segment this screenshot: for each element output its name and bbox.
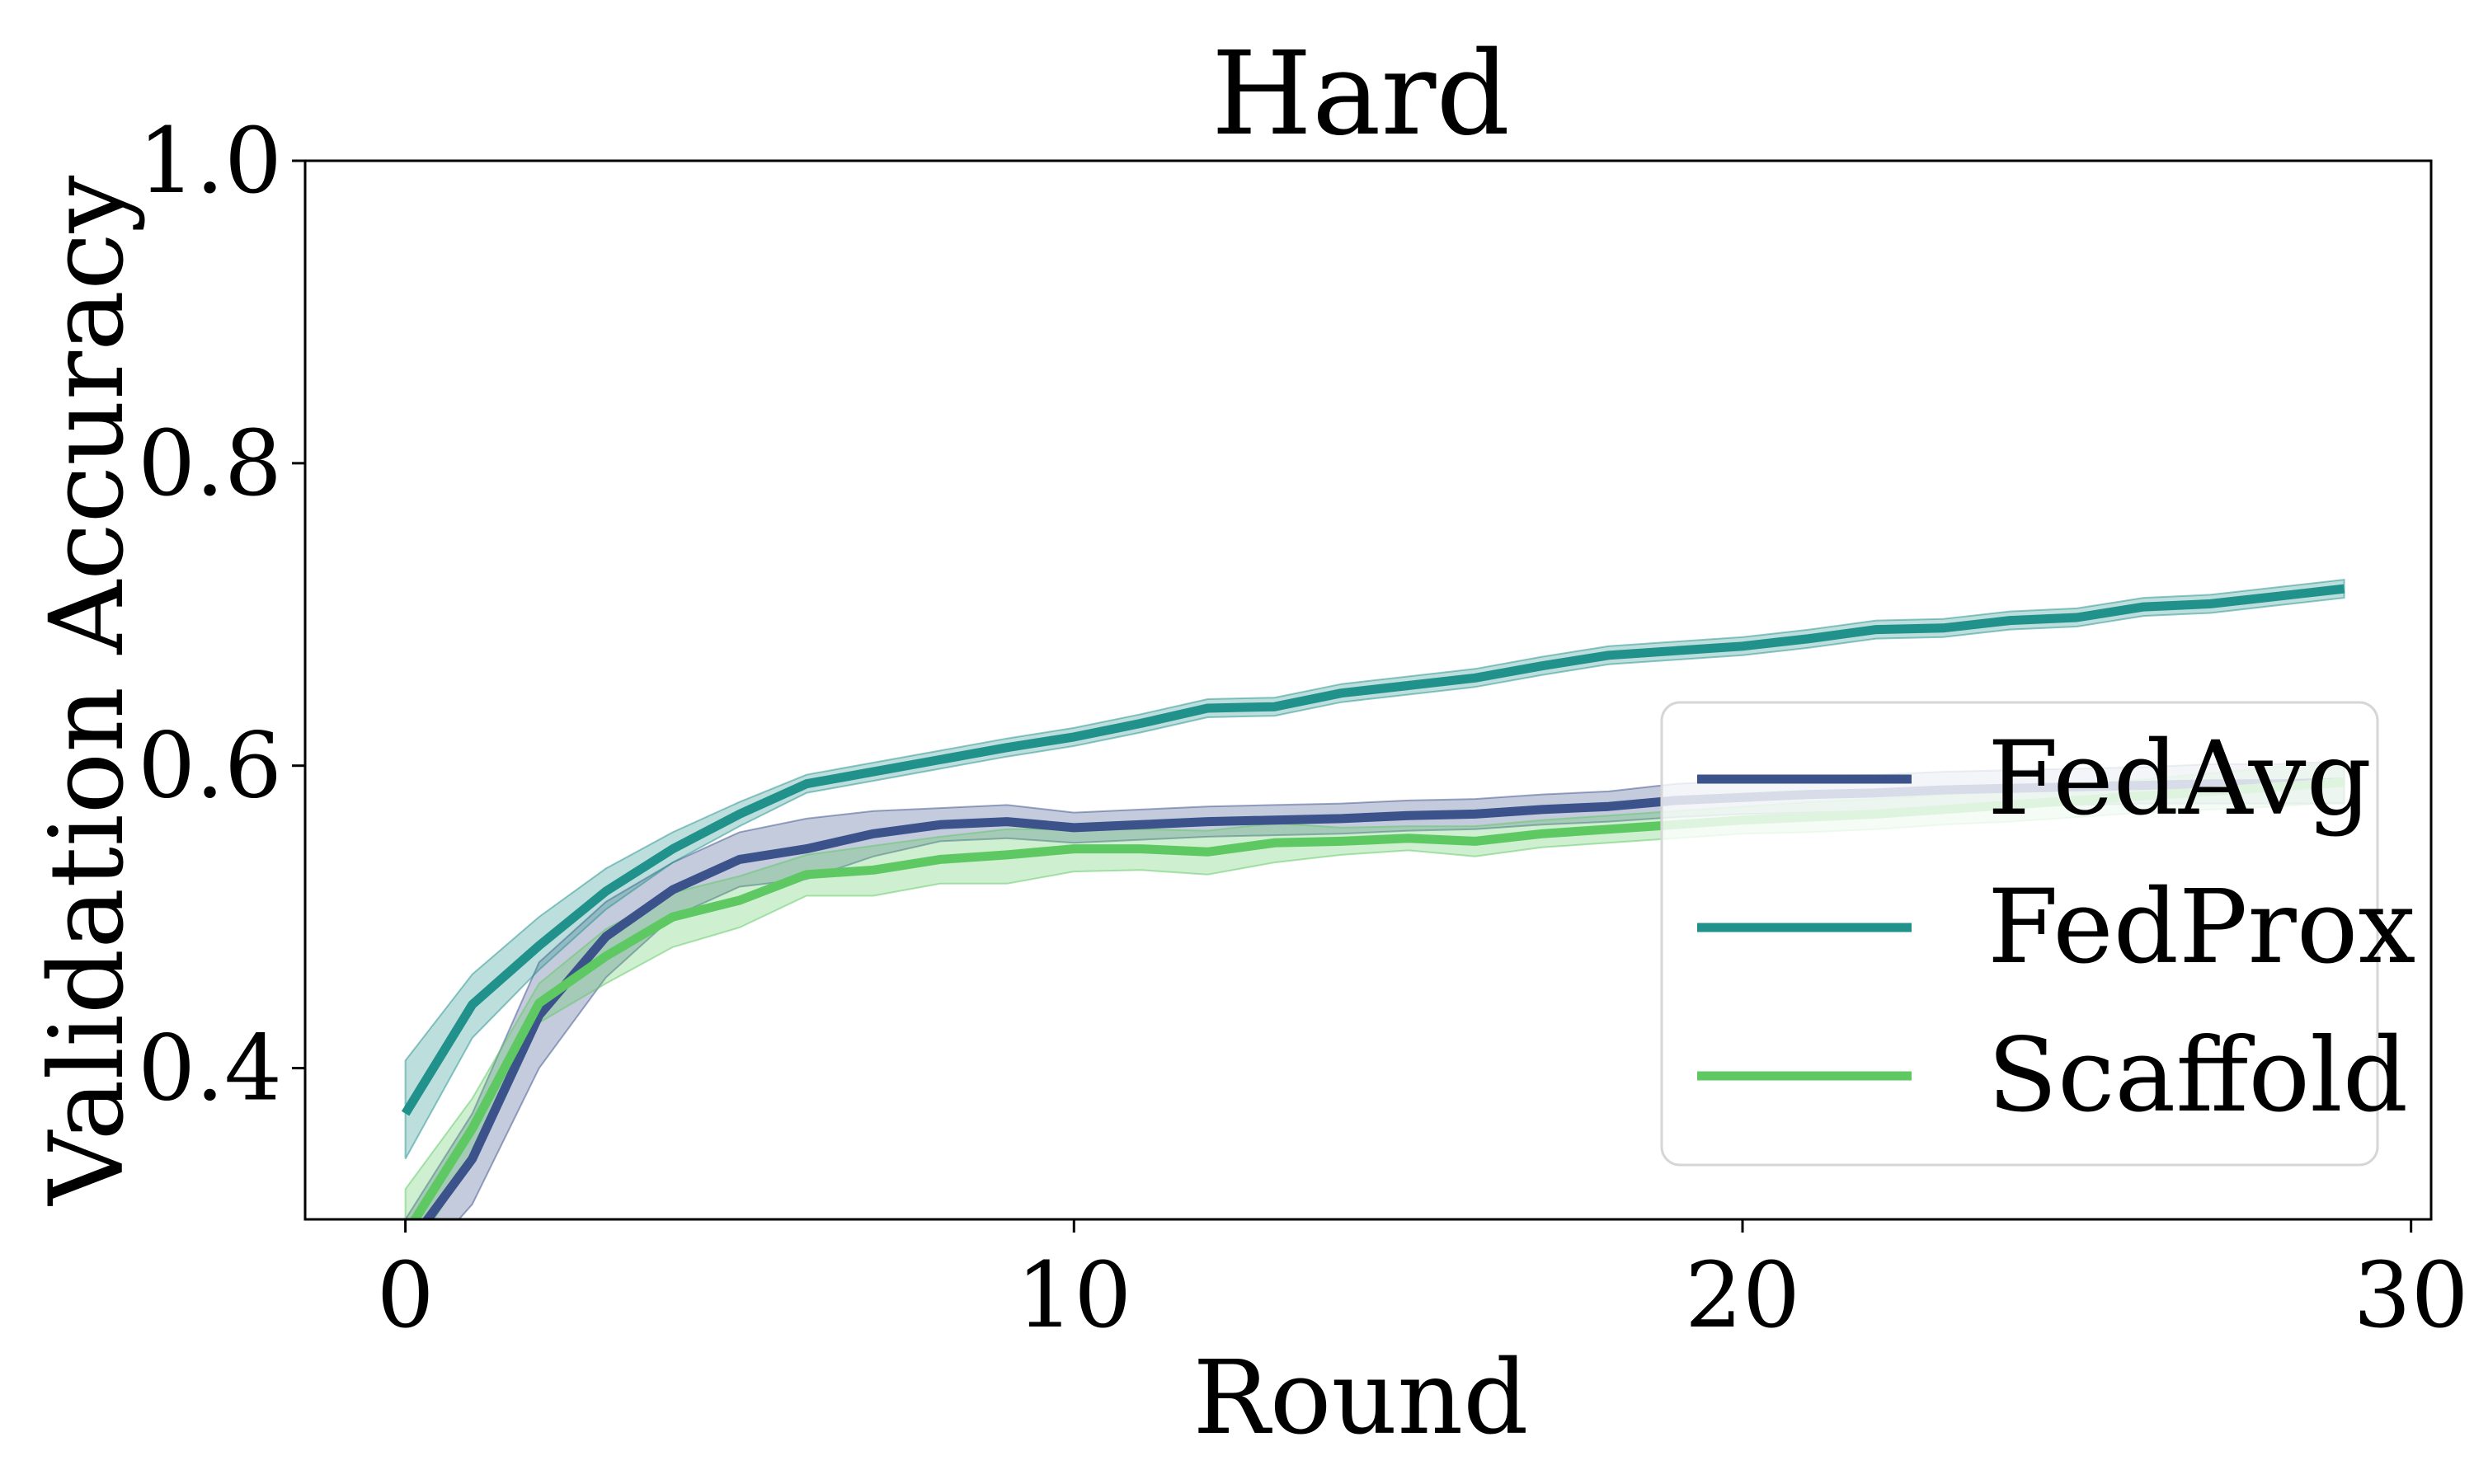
y-tick-label: 0.4	[138, 1016, 282, 1121]
x-tick-label: 0	[377, 1242, 435, 1348]
y-tick-label: 1.0	[138, 108, 282, 214]
x-tick-label: 30	[2354, 1242, 2469, 1348]
fedavg-legend-label: FedAvg	[1987, 720, 2372, 838]
chart-title: Hard	[1211, 27, 1510, 162]
scaffold-legend-label: Scaffold	[1987, 1017, 2408, 1135]
fedprox-line	[401, 584, 2345, 1116]
y-axis-ticks: 0.4 0.6 0.8 1.0	[138, 108, 305, 1121]
x-tick-label: 20	[1685, 1242, 1800, 1348]
x-axis-label: Round	[1192, 1339, 1528, 1458]
y-tick-label: 0.6	[138, 713, 282, 819]
x-axis-ticks: 0 10 20 30	[377, 1219, 2469, 1348]
fedprox-legend-label: FedProx	[1987, 868, 2415, 987]
plot-frame	[303, 159, 2433, 1221]
legend: FedAvg FedProx Scaffold	[1660, 701, 2415, 1167]
y-tick-label: 0.8	[138, 411, 282, 516]
x-tick-label: 10	[1016, 1242, 1131, 1348]
y-axis-label: Validation Accuracy	[28, 175, 147, 1206]
legend-box	[1660, 701, 2379, 1167]
fedprox-confidence-band	[404, 578, 2345, 1160]
